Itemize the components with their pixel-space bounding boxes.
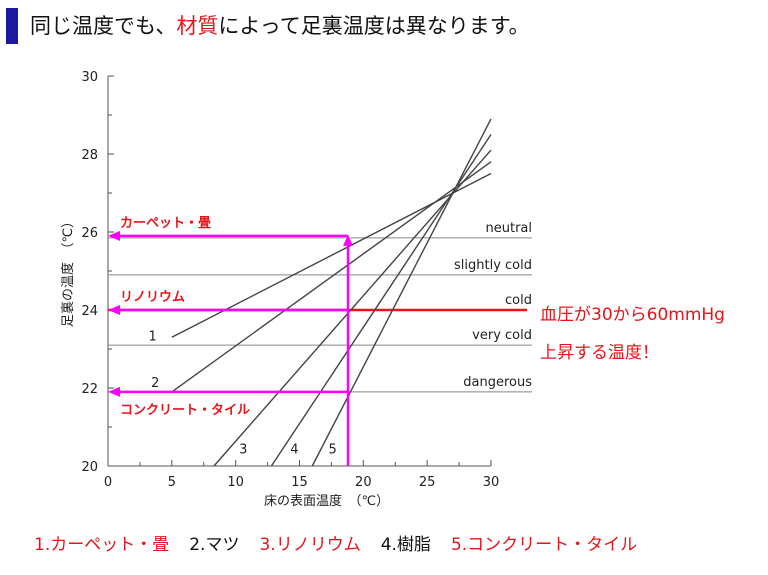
- y-tick-label: 22: [81, 382, 98, 397]
- y-axis-label: 足裏の温度 （℃）: [60, 215, 76, 327]
- x-tick-label: 25: [419, 475, 436, 490]
- y-tick-label: 28: [81, 148, 98, 163]
- x-tick-label: 0: [104, 475, 112, 490]
- title-highlight: 材質: [176, 14, 219, 38]
- threshold-label: slightly cold: [454, 258, 532, 273]
- marker-arrow-up: [343, 234, 354, 246]
- series-label-5: 5: [329, 442, 337, 457]
- annotation-arrowhead: [108, 305, 120, 315]
- series-label-4: 4: [290, 442, 298, 457]
- annotation-label: リノリウム: [120, 290, 185, 305]
- series-label-2: 2: [151, 376, 159, 391]
- legend-item-3: 3.リノリウム: [259, 535, 361, 555]
- blood-pressure-note-line2: 上昇する温度！: [540, 343, 659, 363]
- series-line-5: [311, 118, 492, 467]
- x-tick-label: 10: [227, 475, 244, 490]
- x-tick-label: 30: [483, 475, 500, 490]
- annotation-arrowhead: [108, 386, 120, 397]
- title-accent-bar: [6, 8, 18, 44]
- blood-pressure-note-line1: 血圧が30から60mmHg: [540, 305, 725, 325]
- x-tick-label: 5: [168, 475, 176, 490]
- y-tick-label: 24: [81, 304, 98, 319]
- threshold-label: very cold: [472, 328, 532, 343]
- threshold-label: dangerous: [463, 375, 532, 390]
- legend-item-4: 4.樹脂: [380, 535, 431, 555]
- y-tick-label: 20: [81, 460, 98, 475]
- x-tick-label: 15: [291, 475, 308, 490]
- x-tick-label: 20: [355, 475, 372, 490]
- annotation-label: コンクリート・タイル: [120, 403, 250, 418]
- threshold-label: cold: [505, 293, 532, 308]
- legend-item-5: 5.コンクリート・タイル: [450, 535, 638, 555]
- series-label-1: 1: [149, 329, 157, 344]
- series-label-3: 3: [239, 442, 247, 457]
- x-axis-label: 床の表面温度 （℃）: [264, 493, 389, 509]
- y-tick-label: 30: [81, 70, 98, 85]
- material-legend: 1.カーペット・畳 2.マツ 3.リノリウム 4.樹脂 5.コンクリート・タイル: [34, 530, 657, 555]
- page-title: 同じ温度でも、材質によって足裏温度は異なります。: [30, 10, 530, 40]
- series-line-3: [213, 149, 492, 467]
- annotation-arrowhead: [108, 230, 120, 241]
- series-line-1: [171, 172, 492, 338]
- title-part1: 同じ温度でも、: [30, 14, 177, 38]
- legend-item-2: 2.マツ: [189, 535, 240, 555]
- y-tick-label: 26: [81, 226, 98, 241]
- annotation-label: カーペット・畳: [120, 216, 211, 231]
- legend-item-1: 1.カーペット・畳: [34, 535, 170, 555]
- series-line-2: [171, 161, 492, 393]
- title-part2: によって足裏温度は異なります。: [218, 14, 530, 38]
- threshold-label: neutral: [486, 221, 533, 236]
